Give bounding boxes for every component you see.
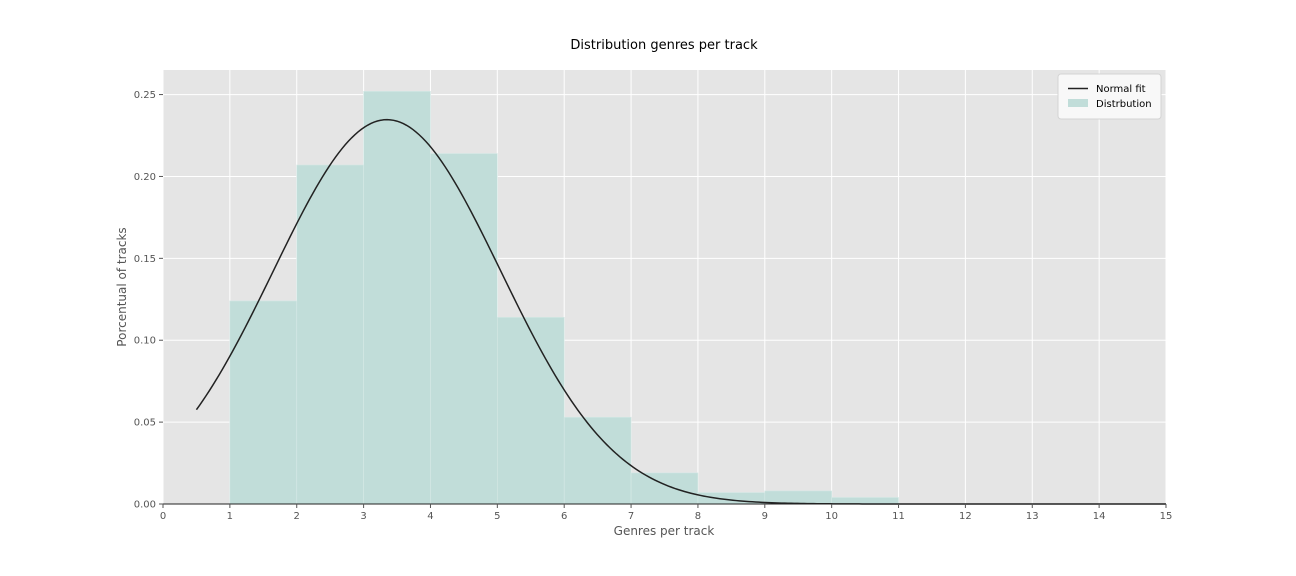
histogram-bar <box>363 90 431 505</box>
x-tick-label: 1 <box>227 511 233 522</box>
x-tick-label: 13 <box>1026 511 1039 522</box>
y-tick-label: 0.25 <box>134 90 156 101</box>
x-tick-label: 7 <box>628 511 634 522</box>
y-tick-label: 0.00 <box>134 500 156 511</box>
legend-box <box>1057 73 1162 120</box>
histogram-bar <box>497 316 565 505</box>
legend-distribution-swatch <box>1068 99 1088 107</box>
x-tick-label: 0 <box>160 511 166 522</box>
histogram-bar <box>831 497 899 505</box>
y-axis-ticks: 0.00 0.05 0.10 0.15 0.20 0.25 <box>134 90 163 511</box>
y-tick-label: 0.10 <box>134 336 156 347</box>
y-tick-label: 0.15 <box>134 254 156 265</box>
legend: Normal fit Distrbution <box>1057 73 1162 120</box>
x-tick-label: 14 <box>1093 511 1106 522</box>
x-tick-label: 10 <box>825 511 838 522</box>
x-tick-label: 11 <box>892 511 905 522</box>
legend-normal-fit-label: Normal fit <box>1096 84 1146 95</box>
x-tick-label: 3 <box>360 511 366 522</box>
histogram-bar <box>430 153 498 505</box>
x-tick-label: 8 <box>695 511 701 522</box>
x-tick-label: 9 <box>762 511 768 522</box>
histogram-bar <box>229 300 298 505</box>
legend-distribution-label: Distrbution <box>1096 99 1152 110</box>
histogram-bar <box>296 164 364 505</box>
histogram-bars <box>229 90 899 505</box>
grid-lines <box>162 70 1167 505</box>
x-axis-label: Genres per track <box>614 524 715 538</box>
x-tick-label: 4 <box>427 511 433 522</box>
x-tick-label: 2 <box>294 511 300 522</box>
x-tick-label: 6 <box>561 511 567 522</box>
y-tick-label: 0.05 <box>134 418 156 429</box>
histogram-bar <box>630 472 699 505</box>
x-tick-label: 5 <box>494 511 500 522</box>
x-axis-ticks: 0 1 2 3 4 5 6 7 8 9 10 11 12 13 14 15 <box>160 504 1173 522</box>
y-axis-label: Porcentual of tracks <box>115 227 129 346</box>
chart-title: Distribution genres per track <box>570 38 758 53</box>
x-tick-label: 15 <box>1160 511 1173 522</box>
x-tick-label: 12 <box>959 511 972 522</box>
histogram-bar <box>764 490 832 505</box>
y-tick-label: 0.20 <box>134 172 156 183</box>
histogram-bar <box>563 416 632 505</box>
